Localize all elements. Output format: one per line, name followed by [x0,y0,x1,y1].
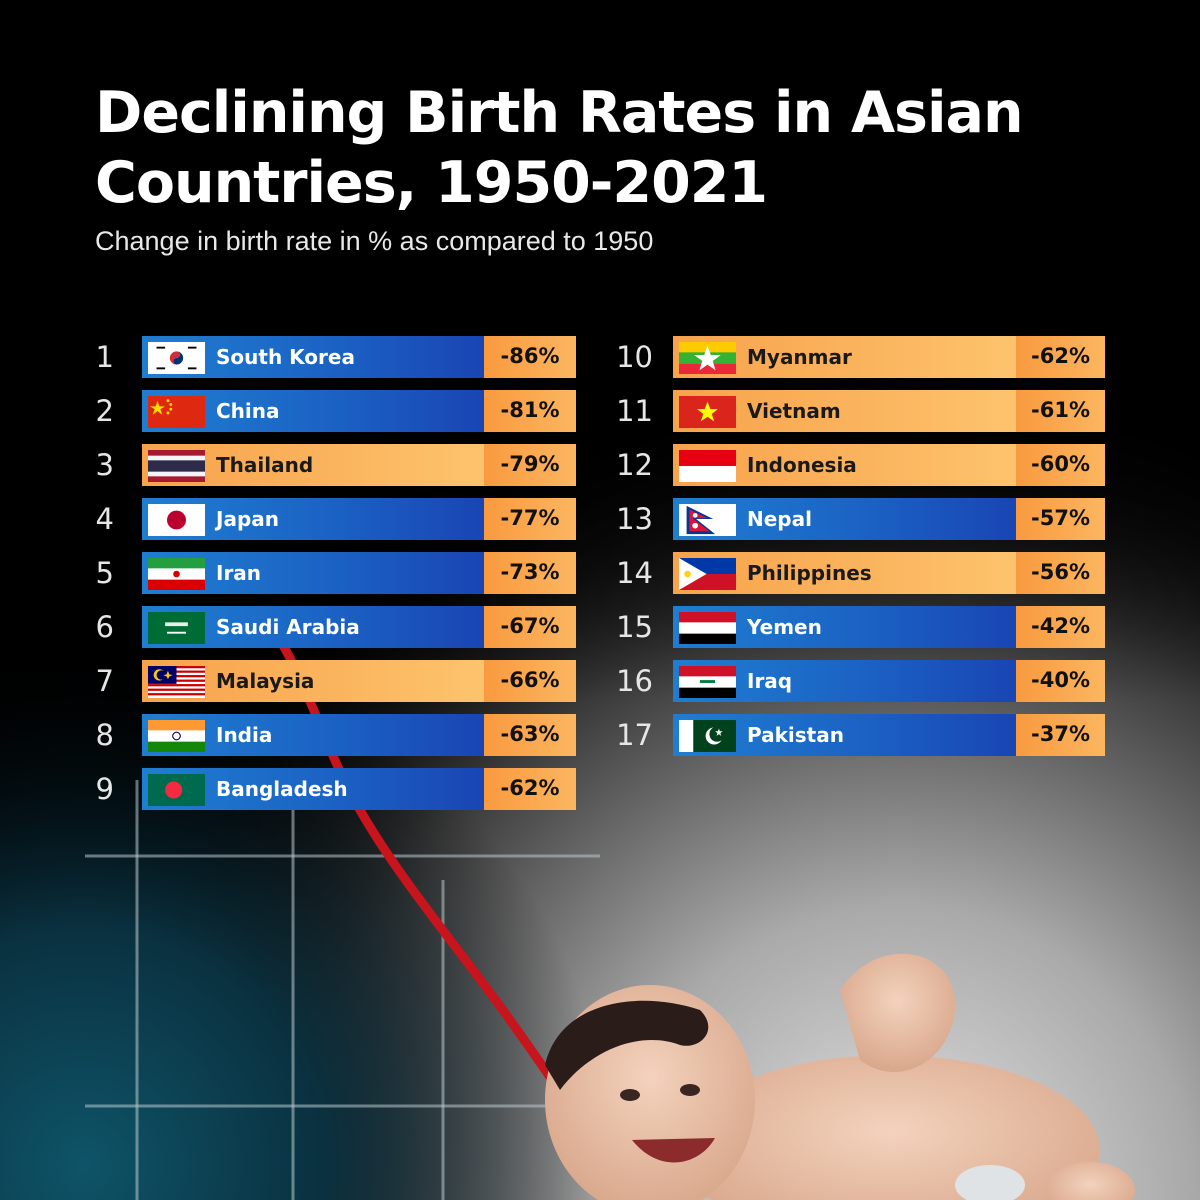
change-value: -61% [1016,390,1105,432]
rank-number: 13 [616,502,653,536]
rank-number: 4 [95,502,114,536]
country-name: Japan [216,507,279,531]
rank-number: 6 [95,610,114,644]
country-bar: South Korea [142,336,485,378]
country-bar: Nepal [673,498,1017,540]
country-bar: Pakistan [673,714,1017,756]
change-value: -40% [1016,660,1105,702]
change-value: -57% [1016,498,1105,540]
country-bar: Malaysia [142,660,485,702]
india-flag-icon [148,720,205,752]
rank-number: 12 [616,448,653,482]
change-value: -67% [484,606,576,648]
country-name: Nepal [747,507,812,531]
rank-number: 10 [616,340,653,374]
change-value: -42% [1016,606,1105,648]
nepal-flag-icon [679,504,736,536]
country-bar: Myanmar [673,336,1017,378]
change-value: -63% [484,714,576,756]
country-name: Vietnam [747,399,841,423]
change-value: -62% [1016,336,1105,378]
saudi-arabia-flag-icon [148,612,205,644]
vietnam-flag-icon [679,396,736,428]
country-name: Malaysia [216,669,315,693]
country-name: Saudi Arabia [216,615,360,639]
yemen-flag-icon [679,612,736,644]
change-value: -62% [484,768,576,810]
country-name: China [216,399,280,423]
country-name: Yemen [747,615,822,639]
rank-number: 16 [616,664,653,698]
rank-number: 11 [616,394,653,428]
indonesia-flag-icon [679,450,736,482]
rank-number: 1 [95,340,114,374]
south-korea-flag-icon [148,342,205,374]
china-flag-icon [148,396,205,428]
rank-number: 9 [95,772,114,806]
country-name: South Korea [216,345,355,369]
rank-number: 2 [95,394,114,428]
myanmar-flag-icon [679,342,736,374]
country-name: Iran [216,561,262,585]
page-subtitle: Change in birth rate in % as compared to… [95,226,654,256]
malaysia-flag-icon [148,666,205,698]
page-title: Declining Birth Rates in Asian Countries… [95,80,1024,216]
country-bar: Vietnam [673,390,1017,432]
country-bar: China [142,390,485,432]
rank-number: 17 [616,718,653,752]
country-bar: India [142,714,485,756]
change-value: -86% [484,336,576,378]
country-name: Iraq [747,669,793,693]
country-bar: Saudi Arabia [142,606,485,648]
rank-number: 3 [95,448,114,482]
country-name: Myanmar [747,345,852,369]
change-value: -37% [1016,714,1105,756]
country-name: Philippines [747,561,872,585]
iran-flag-icon [148,558,205,590]
japan-flag-icon [148,504,205,536]
country-bar: Japan [142,498,485,540]
country-bar: Yemen [673,606,1017,648]
change-value: -56% [1016,552,1105,594]
change-value: -81% [484,390,576,432]
country-bar: Iran [142,552,485,594]
thailand-flag-icon [148,450,205,482]
rank-number: 5 [95,556,114,590]
rank-number: 14 [616,556,653,590]
bangladesh-flag-icon [148,774,205,806]
country-name: Indonesia [747,453,857,477]
pakistan-flag-icon [679,720,736,752]
change-value: -73% [484,552,576,594]
rank-number: 7 [95,664,114,698]
rank-number: 15 [616,610,653,644]
change-value: -77% [484,498,576,540]
country-bar: Indonesia [673,444,1017,486]
change-value: -79% [484,444,576,486]
country-bar: Thailand [142,444,485,486]
country-name: Bangladesh [216,777,348,801]
iraq-flag-icon [679,666,736,698]
rank-number: 8 [95,718,114,752]
country-name: Thailand [216,453,314,477]
philippines-flag-icon [679,558,736,590]
country-bar: Iraq [673,660,1017,702]
country-name: India [216,723,273,747]
country-bar: Philippines [673,552,1017,594]
change-value: -66% [484,660,576,702]
baby-illustration [545,953,1135,1200]
country-bar: Bangladesh [142,768,485,810]
change-value: -60% [1016,444,1105,486]
country-name: Pakistan [747,723,844,747]
